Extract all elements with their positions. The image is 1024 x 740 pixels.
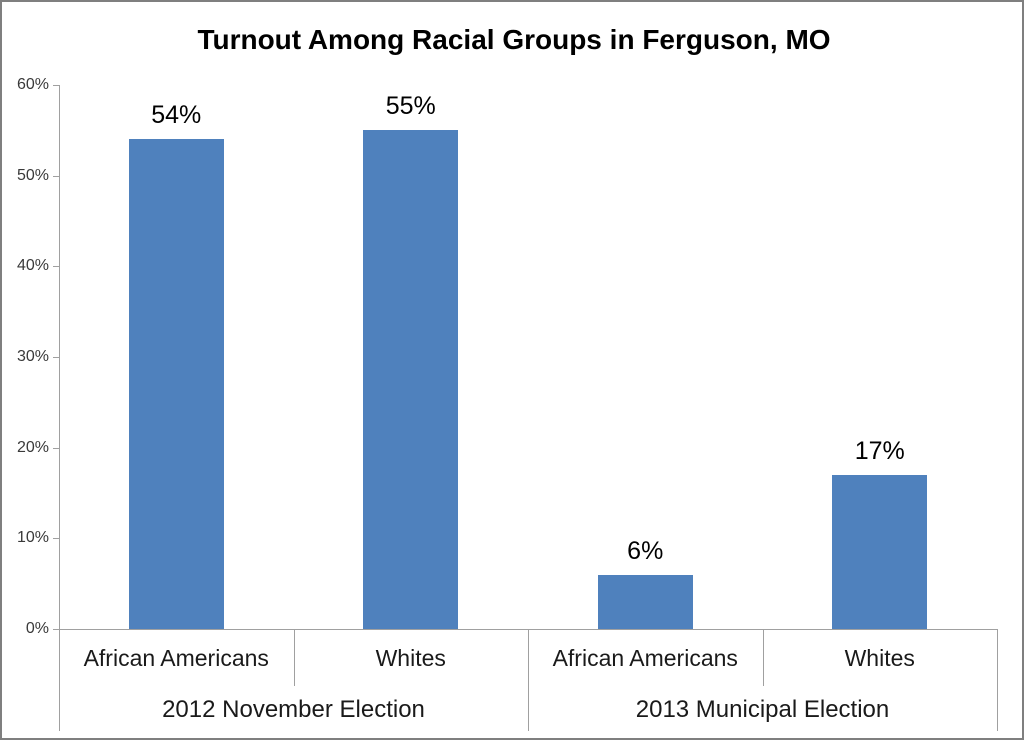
y-tick-mark <box>53 629 59 630</box>
y-tick-mark <box>53 357 59 358</box>
bar-value-label: 55% <box>385 92 436 121</box>
bar-value-label: 54% <box>151 101 202 130</box>
bar <box>597 574 693 629</box>
y-tick-mark <box>53 538 59 540</box>
bar <box>832 474 928 629</box>
bar-value-label: 17% <box>854 436 905 465</box>
y-tick-mark <box>53 175 59 177</box>
label-area-right-edge <box>997 629 998 731</box>
y-tick-mark <box>53 85 59 86</box>
y-axis-line <box>59 85 60 731</box>
bar-value-label: 6% <box>627 536 664 565</box>
group-label: 2012 November Election <box>162 695 425 723</box>
category-label: Whites <box>375 644 446 671</box>
category-label: African Americans <box>552 644 738 671</box>
y-tick-mark <box>53 447 59 449</box>
y-tick-label: 0% <box>25 620 49 637</box>
y-tick-label: 20% <box>16 438 49 456</box>
bar <box>363 130 459 629</box>
y-tick-label: 50% <box>16 166 49 184</box>
chart-title: Turnout Among Racial Groups in Ferguson,… <box>197 24 831 55</box>
y-tick-label: 60% <box>16 76 49 93</box>
category-separator <box>293 629 295 686</box>
y-tick-label: 40% <box>16 257 49 275</box>
group-label: 2013 Municipal Election <box>635 695 890 723</box>
y-tick-label: 10% <box>16 529 49 547</box>
category-label: Whites <box>844 644 915 671</box>
y-tick-mark <box>53 266 59 268</box>
category-label: African Americans <box>83 644 269 671</box>
group-separator <box>528 629 529 731</box>
y-tick-label: 30% <box>16 348 49 365</box>
category-separator <box>762 629 764 686</box>
bar <box>128 139 224 629</box>
